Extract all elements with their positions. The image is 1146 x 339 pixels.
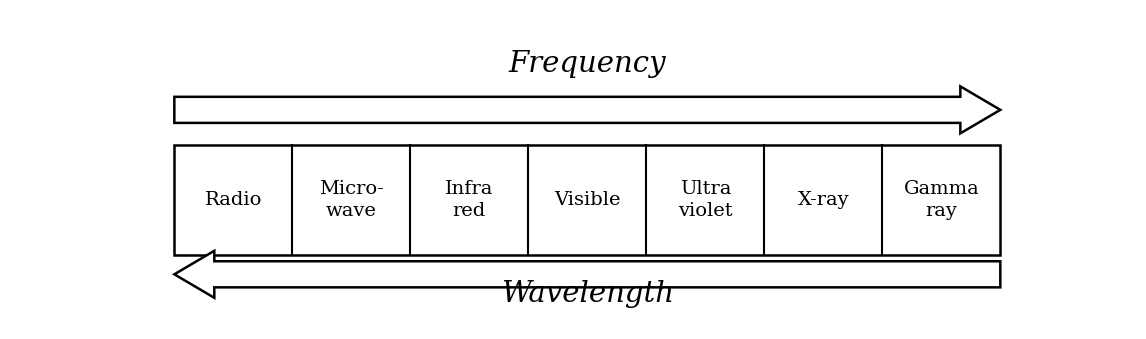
Polygon shape: [174, 86, 1000, 133]
Text: Frequency: Frequency: [509, 50, 666, 78]
Text: X-ray: X-ray: [798, 191, 849, 209]
Text: Gamma
ray: Gamma ray: [903, 180, 979, 220]
Polygon shape: [174, 251, 1000, 298]
Text: Infra
red: Infra red: [445, 180, 494, 220]
Text: Radio: Radio: [205, 191, 262, 209]
Bar: [174, 145, 1000, 255]
Text: Micro-
wave: Micro- wave: [319, 180, 384, 220]
Text: Ultra
violet: Ultra violet: [678, 180, 732, 220]
Text: Wavelength: Wavelength: [501, 280, 674, 308]
Text: Visible: Visible: [554, 191, 621, 209]
